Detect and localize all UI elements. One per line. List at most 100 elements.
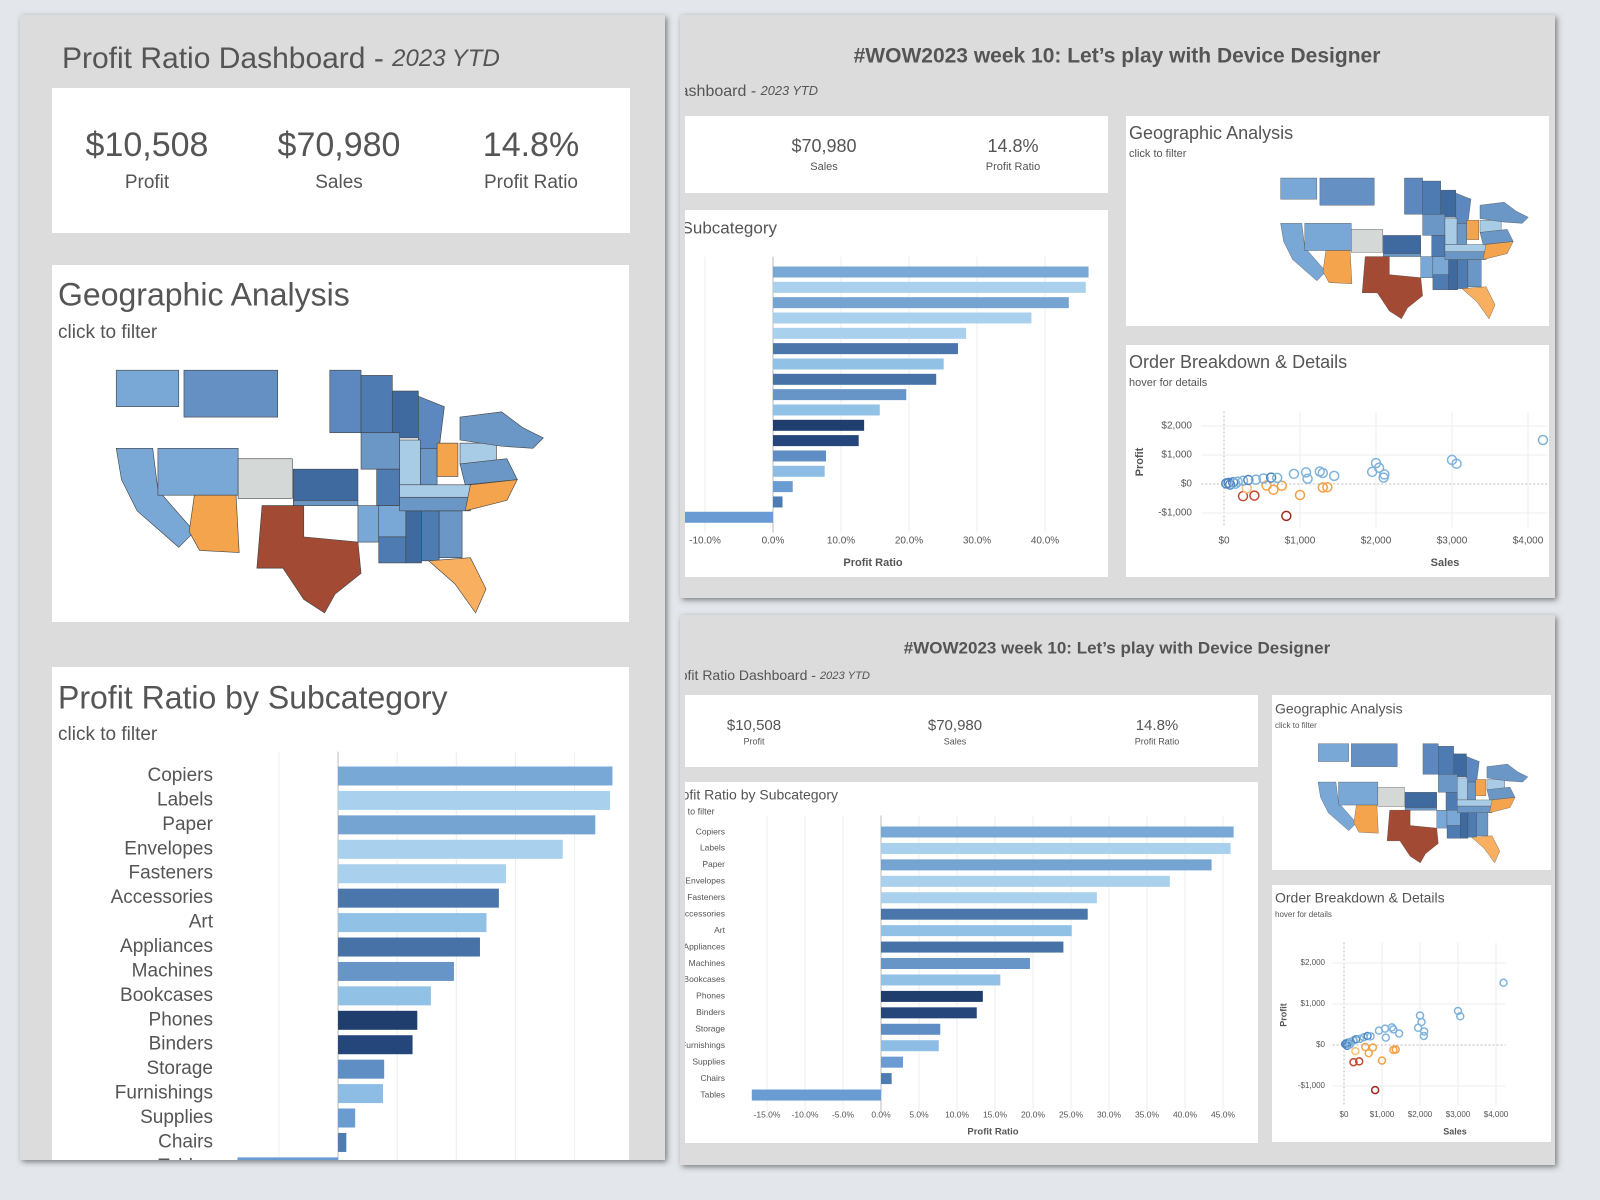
x-tick-label: $1,000: [1285, 536, 1316, 547]
point: [1265, 472, 1277, 483]
bar[interactable]: [773, 389, 907, 401]
bar[interactable]: [881, 941, 1064, 953]
y-tick-label: $0: [1316, 1040, 1325, 1049]
bar[interactable]: [881, 1023, 941, 1035]
x-tick-label: -10.0%: [689, 536, 721, 547]
bar[interactable]: [773, 358, 944, 370]
bar[interactable]: [338, 1010, 418, 1030]
card-subtitle: click to filter: [1129, 148, 1187, 160]
card-title: Profit Ratio by Subcategory: [668, 787, 838, 803]
bar[interactable]: [881, 875, 1170, 887]
bar[interactable]: [773, 465, 825, 477]
x-tick-label: -5.0%: [832, 1109, 855, 1119]
bar[interactable]: [773, 481, 793, 493]
bar[interactable]: [237, 1157, 339, 1176]
kpi-label: Sales: [810, 161, 838, 173]
point: [1300, 467, 1312, 478]
category-label: Chairs: [700, 1073, 725, 1083]
bar[interactable]: [338, 913, 487, 933]
bar[interactable]: [338, 839, 563, 859]
bar[interactable]: [773, 327, 967, 339]
bar[interactable]: [657, 511, 773, 523]
bar[interactable]: [338, 937, 480, 957]
bar[interactable]: [773, 373, 937, 385]
bar[interactable]: [338, 1108, 356, 1128]
bar[interactable]: [773, 435, 859, 447]
point: [1276, 480, 1288, 491]
bar[interactable]: [881, 925, 1072, 937]
bar[interactable]: [338, 1035, 413, 1055]
x-tick-label: 40.0%: [1173, 1109, 1198, 1119]
scatter-card: [1126, 345, 1549, 577]
bar[interactable]: [773, 281, 1086, 293]
bar[interactable]: [773, 496, 783, 508]
bar[interactable]: [773, 343, 958, 355]
bar[interactable]: [338, 864, 506, 884]
tablet-view: #WOW2023 week 10: Let’s play with Device…: [666, 638, 1551, 1143]
card-title: Order Breakdown & Details: [1129, 352, 1347, 372]
bar[interactable]: [881, 958, 1030, 970]
x-tick-label: -15.0%: [754, 1109, 781, 1119]
category-label: Chairs: [158, 1131, 213, 1152]
category-label: Tables: [700, 1089, 725, 1099]
bar[interactable]: [881, 859, 1212, 871]
bar[interactable]: [338, 986, 431, 1006]
x-tick-label: 30.0%: [1097, 1109, 1122, 1119]
bar[interactable]: [773, 450, 827, 462]
card-subtitle: click to filter: [1275, 721, 1317, 730]
x-tick-label: 40.0%: [1031, 536, 1059, 547]
card-title: Order Breakdown & Details: [1275, 890, 1445, 906]
bar[interactable]: [338, 961, 454, 981]
category-label: Art: [714, 925, 726, 935]
card-title: Geographic Analysis: [1275, 701, 1403, 717]
bar[interactable]: [338, 790, 611, 810]
bar[interactable]: [881, 1040, 939, 1052]
bar[interactable]: [773, 297, 1069, 309]
bar[interactable]: [773, 266, 1089, 278]
bar[interactable]: [881, 908, 1088, 920]
bar[interactable]: [773, 419, 865, 431]
bar[interactable]: [881, 1056, 904, 1068]
x-tick-label: 5.0%: [909, 1109, 929, 1119]
point: [1258, 473, 1269, 484]
point: [1368, 1043, 1378, 1052]
kpi-value: $70,980: [791, 136, 856, 156]
card-title: Geographic Analysis: [1129, 123, 1293, 143]
kpi-label: Profit Ratio: [484, 172, 578, 193]
category-label: Art: [189, 912, 214, 933]
card-subtitle: click to filter: [58, 724, 158, 745]
y-tick-label: $2,000: [1301, 958, 1326, 967]
category-label: Paper: [162, 814, 213, 835]
x-tick-label: 15.0%: [983, 1109, 1008, 1119]
bar[interactable]: [338, 1132, 347, 1152]
point: [1230, 478, 1241, 489]
bar[interactable]: [338, 888, 499, 908]
bar[interactable]: [881, 892, 1097, 904]
bar[interactable]: [881, 990, 983, 1002]
point: [1224, 479, 1236, 490]
bar[interactable]: [338, 1059, 385, 1079]
bar[interactable]: [751, 1089, 881, 1101]
kpi-label: Profit: [743, 736, 765, 746]
bar[interactable]: [338, 1084, 383, 1104]
bar[interactable]: [338, 815, 596, 835]
bar[interactable]: [881, 1007, 977, 1019]
bar[interactable]: [773, 312, 1032, 324]
point: [1394, 1029, 1404, 1038]
x-tick-label: $2,000: [1361, 536, 1392, 547]
bar[interactable]: [881, 842, 1231, 854]
point: [1419, 1031, 1429, 1041]
category-label: Envelopes: [685, 876, 725, 886]
kpi-card: [685, 695, 1258, 767]
bar[interactable]: [881, 826, 1234, 838]
point: [1374, 1026, 1384, 1035]
point: [1366, 466, 1378, 478]
dashboard-title: Profit Ratio Dashboard - 2023 YTD: [666, 667, 870, 683]
category-label: Storage: [695, 1024, 725, 1034]
bar[interactable]: [881, 1073, 892, 1085]
bar[interactable]: [881, 974, 1001, 986]
category-label: Fasteners: [129, 863, 213, 884]
bar[interactable]: [338, 766, 613, 786]
bar[interactable]: [773, 404, 880, 416]
card-title: Profit Ratio by Subcategory: [570, 218, 777, 237]
